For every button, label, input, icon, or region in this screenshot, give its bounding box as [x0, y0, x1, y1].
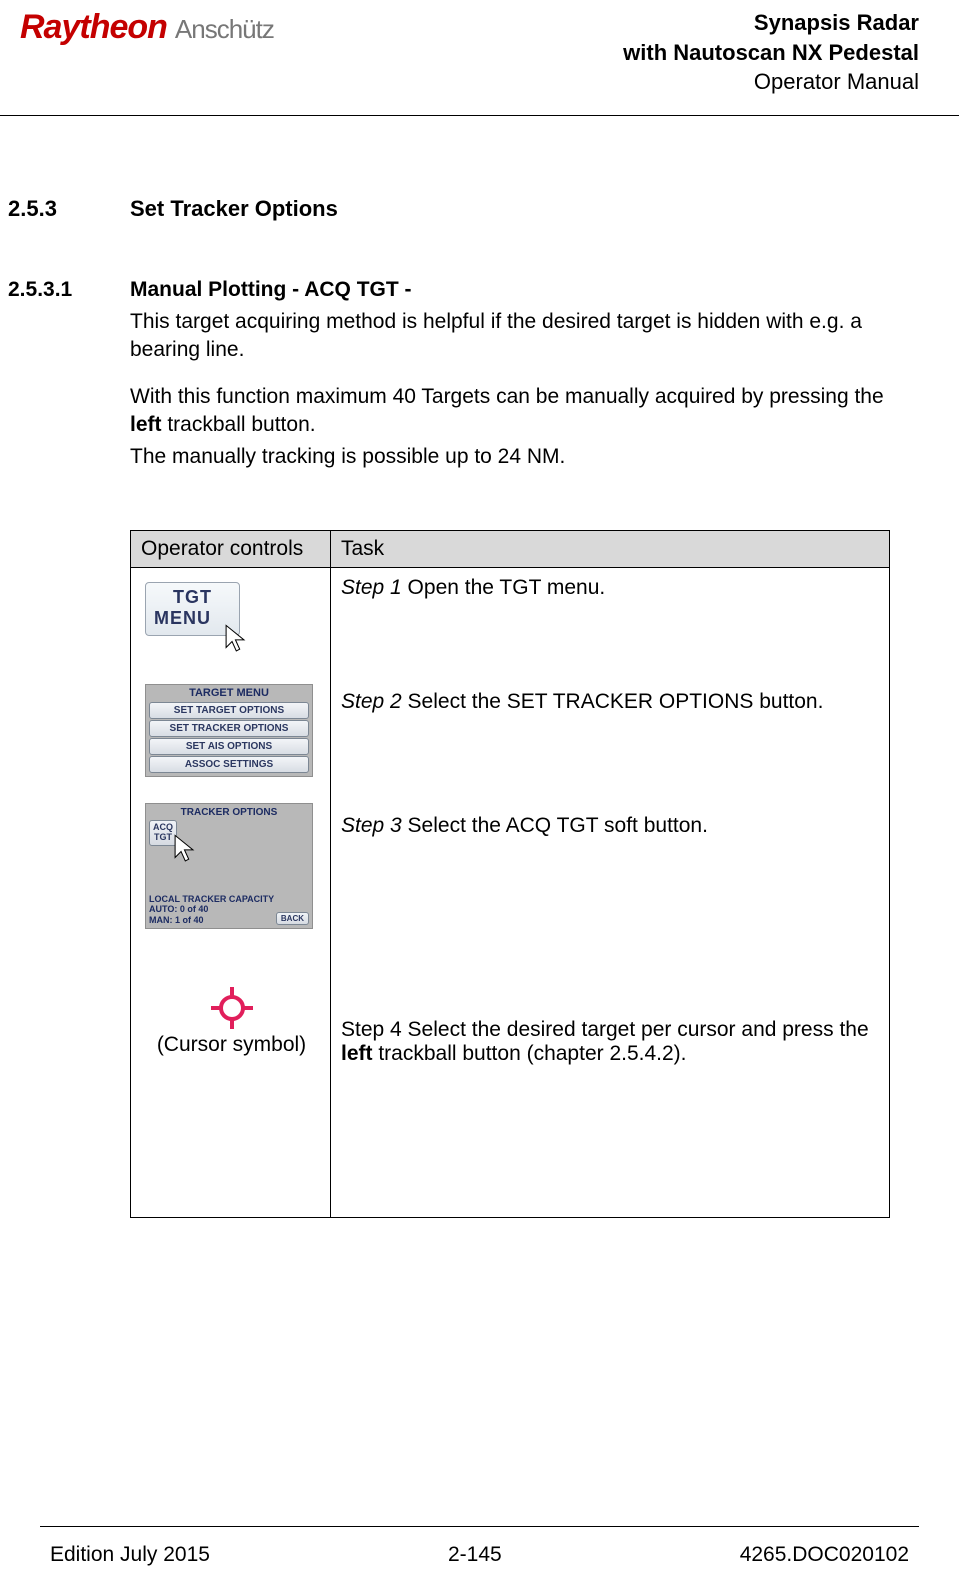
subsection-number: 2.5.3.1 [0, 278, 130, 302]
step3-label: Step 3 [341, 814, 402, 837]
menu-set-tracker-options[interactable]: SET TRACKER OPTIONS [149, 720, 309, 737]
table-row: TGT MENU TARGET MENU SET TARGET OPTIONS … [131, 567, 890, 1217]
crosshair-icon [209, 985, 255, 1031]
page-footer: Edition July 2015 2-145 4265.DOC020102 [50, 1543, 909, 1567]
step1-text: Open the TGT menu. [402, 576, 606, 599]
menu-set-target-options[interactable]: SET TARGET OPTIONS [149, 702, 309, 719]
logo-brand: Raytheon [20, 8, 167, 47]
tracker-options-panel: TRACKER OPTIONS ACQ TGT LOCAL TRACKER CA… [145, 803, 313, 929]
para2-a: With this function maximum 40 Targets ca… [130, 385, 884, 408]
paragraph-1: This target acquiring method is helpful … [130, 308, 909, 365]
cursor-symbol-group: (Cursor symbol) [145, 985, 318, 1057]
task-cell: Step 1 Open the TGT menu. Step 2 Select … [331, 567, 890, 1217]
menu-assoc-settings[interactable]: ASSOC SETTINGS [149, 756, 309, 773]
doc-title-line3: Operator Manual [623, 67, 919, 97]
footer-page: 2-145 [448, 1543, 502, 1567]
step1-label: Step 1 [341, 576, 402, 599]
cursor-arrow-icon [170, 832, 204, 872]
acq-line1: ACQ [153, 822, 173, 832]
tgt-menu-line2: MENU [154, 608, 231, 629]
step2-label: Step 2 [341, 690, 402, 713]
step4-b: trackball button (chapter 2.5.4.2). [373, 1042, 687, 1065]
page-header: Raytheon Anschütz Synapsis Radar with Na… [0, 0, 959, 116]
subsection-title: Manual Plotting - ACQ TGT - [130, 278, 412, 302]
logo-sub: Anschütz [175, 14, 274, 45]
subsection-heading: 2.5.3.1 Manual Plotting - ACQ TGT - [0, 278, 909, 302]
th-task: Task [331, 530, 890, 567]
step-2: Step 2 Select the SET TRACKER OPTIONS bu… [341, 690, 879, 714]
para2-b: trackball button. [162, 413, 316, 436]
step3-text: Select the ACQ TGT soft button. [402, 814, 708, 837]
table-header-row: Operator controls Task [131, 530, 890, 567]
para2-bold: left [130, 413, 162, 436]
step4-a: Step 4 Select the desired target per cur… [341, 1018, 869, 1041]
doc-title-line2: with Nautoscan NX Pedestal [623, 38, 919, 68]
page-content: 2.5.3 Set Tracker Options 2.5.3.1 Manual… [0, 116, 959, 1218]
step-1: Step 1 Open the TGT menu. [341, 576, 879, 600]
section-title: Set Tracker Options [130, 196, 909, 222]
step4-bold: left [341, 1042, 373, 1065]
footer-docnum: 4265.DOC020102 [740, 1543, 909, 1567]
target-menu-title: TARGET MENU [146, 685, 312, 701]
footer-rule [40, 1526, 919, 1527]
procedure-table: Operator controls Task TGT MENU [130, 530, 890, 1218]
cursor-caption: (Cursor symbol) [145, 1033, 318, 1057]
paragraph-3: The manually tracking is possible up to … [130, 443, 909, 471]
section-number: 2.5.3 [0, 196, 130, 222]
back-button[interactable]: BACK [276, 912, 309, 925]
section-heading: 2.5.3 Set Tracker Options [0, 196, 909, 222]
paragraph-2: With this function maximum 40 Targets ca… [130, 383, 909, 440]
th-controls: Operator controls [131, 530, 331, 567]
tracker-options-title: TRACKER OPTIONS [149, 807, 309, 818]
document-title-block: Synapsis Radar with Nautoscan NX Pedesta… [623, 8, 919, 97]
footer-edition: Edition July 2015 [50, 1543, 210, 1567]
cursor-arrow-icon [221, 622, 394, 662]
menu-set-ais-options[interactable]: SET AIS OPTIONS [149, 738, 309, 755]
logo: Raytheon Anschütz [20, 8, 274, 47]
doc-title-line1: Synapsis Radar [623, 8, 919, 38]
controls-cell: TGT MENU TARGET MENU SET TARGET OPTIONS … [131, 567, 331, 1217]
controls-wrapper: TGT MENU TARGET MENU SET TARGET OPTIONS … [141, 576, 320, 1069]
cap-title: LOCAL TRACKER CAPACITY [149, 894, 309, 905]
step-3: Step 3 Select the ACQ TGT soft button. [341, 814, 879, 838]
tgt-menu-line1: TGT [154, 587, 231, 608]
step-4: Step 4 Select the desired target per cur… [341, 1018, 879, 1066]
target-menu-panel: TARGET MENU SET TARGET OPTIONS SET TRACK… [145, 684, 313, 777]
step2-text: Select the SET TRACKER OPTIONS button. [402, 690, 824, 713]
